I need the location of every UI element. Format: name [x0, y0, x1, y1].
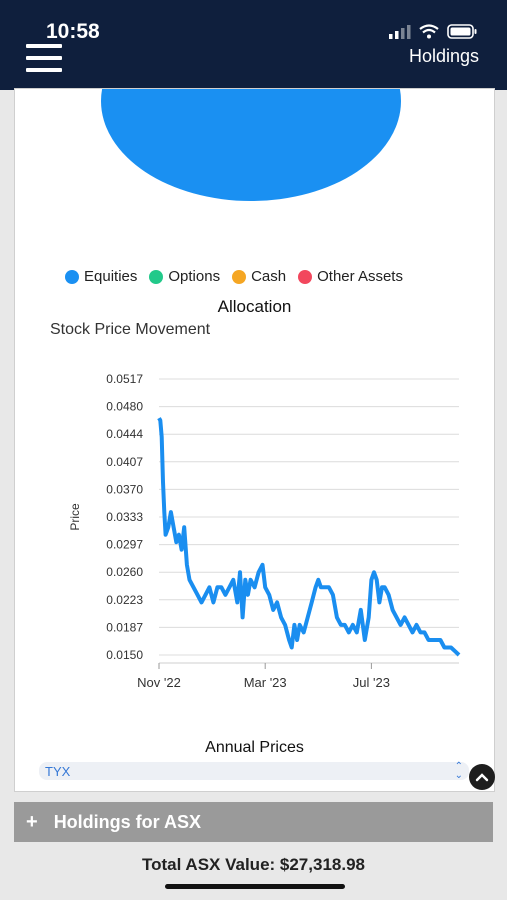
- legend-label: Cash: [251, 268, 287, 285]
- y-tick-label: 0.0260: [106, 565, 143, 579]
- holdings-accordion-label: Holdings for ASX: [53, 811, 202, 832]
- legend-item-other-assets[interactable]: Other Assets: [298, 268, 403, 285]
- allocation-legend: Equities Options Cash Other Assets: [65, 268, 403, 285]
- ticker-select-value: TYX: [45, 763, 71, 779]
- y-tick-label: 0.0407: [106, 455, 143, 469]
- plus-icon: +: [26, 810, 38, 833]
- battery-icon: [447, 24, 477, 39]
- holdings-card: Equities Options Cash Other Assets Alloc…: [14, 88, 495, 792]
- y-tick-label: 0.0150: [106, 648, 143, 662]
- hamburger-menu-icon[interactable]: [26, 44, 62, 74]
- x-tick-label: Nov '22: [137, 675, 181, 690]
- page-title: Holdings: [408, 46, 479, 66]
- legend-label: Options: [168, 268, 221, 285]
- status-icons: [389, 24, 477, 39]
- y-tick-label: 0.0480: [106, 400, 143, 414]
- home-indicator: [165, 884, 345, 889]
- legend-item-cash[interactable]: Cash: [232, 268, 286, 285]
- y-tick-label: 0.0297: [106, 538, 143, 552]
- y-tick-label: 0.0517: [106, 372, 143, 386]
- legend-item-options[interactable]: Options: [149, 268, 220, 285]
- allocation-title: Allocation: [217, 297, 292, 316]
- y-tick-label: 0.0187: [106, 620, 143, 634]
- signal-icon: [389, 24, 411, 39]
- x-tick-label: Jul '23: [353, 675, 390, 690]
- y-tick-label: 0.0444: [106, 427, 143, 441]
- ticker-select[interactable]: TYX ⌃ ⌄: [39, 761, 469, 781]
- status-time: 10:58: [46, 20, 100, 43]
- y-tick-label: 0.0370: [106, 482, 143, 496]
- app-header: 10:58 Holdings: [0, 0, 507, 90]
- chevron-up-icon: [475, 773, 489, 782]
- annual-prices-label: Annual Prices: [205, 739, 304, 756]
- legend-label: Other Assets: [317, 268, 403, 285]
- options-dot-icon: [149, 269, 164, 284]
- cash-dot-icon: [232, 269, 247, 284]
- stock-price-line-chart: 0.0517 0.0480 0.0444 0.0407 0.0370 0.0333 0.02…: [68, 372, 461, 690]
- other-assets-dot-icon: [298, 269, 313, 284]
- y-tick-label: 0.0223: [106, 593, 143, 607]
- x-tick-label: Mar '23: [244, 675, 287, 690]
- price-series-line: [157, 417, 461, 657]
- legend-item-equities[interactable]: Equities: [65, 268, 137, 285]
- select-chevron-icon: ⌃ ⌄: [454, 761, 463, 781]
- scroll-to-top-button[interactable]: [469, 764, 495, 790]
- equities-dot-icon: [65, 269, 79, 284]
- holdings-accordion-header[interactable]: + Holdings for ASX: [14, 802, 493, 842]
- wifi-icon: [419, 24, 439, 39]
- legend-label: Equities: [84, 268, 138, 285]
- y-tick-label: 0.0333: [106, 510, 143, 524]
- total-value: Total ASX Value: $27,318.98: [141, 855, 365, 874]
- allocation-pie-chart: [101, 89, 401, 201]
- y-axis-label: Price: [68, 503, 82, 531]
- stock-price-chart-title: Stock Price Movement: [50, 321, 211, 338]
